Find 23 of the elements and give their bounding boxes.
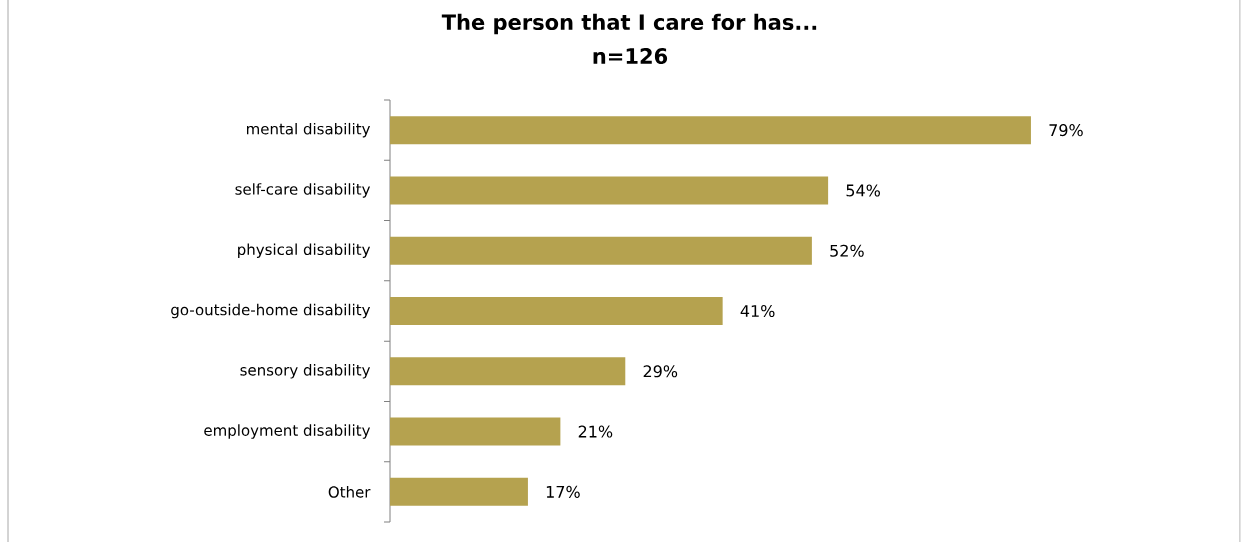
y-tick-label: self-care disability bbox=[235, 183, 371, 198]
data-label: 79% bbox=[1049, 124, 1083, 137]
bar bbox=[390, 297, 723, 326]
bar bbox=[390, 417, 561, 446]
bar bbox=[390, 176, 829, 205]
y-tick-label: Other bbox=[328, 486, 371, 498]
y-tick-label: sensory disability bbox=[240, 364, 371, 379]
bar bbox=[390, 357, 626, 386]
data-label: 21% bbox=[578, 425, 613, 438]
data-label: 29% bbox=[643, 365, 678, 378]
data-label: 52% bbox=[830, 244, 864, 257]
data-label: 17% bbox=[546, 485, 580, 498]
y-tick-label: employment disability bbox=[204, 424, 371, 439]
chart-title: The person that I care for has... bbox=[441, 13, 817, 35]
chart-subtitle: n=126 bbox=[593, 48, 668, 64]
data-label: 41% bbox=[740, 304, 775, 318]
bar bbox=[390, 236, 812, 265]
y-tick-label: go-outside-home disability bbox=[171, 303, 371, 319]
bar bbox=[390, 116, 1031, 145]
bar bbox=[390, 477, 528, 506]
y-tick-label: mental disability bbox=[247, 122, 371, 138]
data-label: 54% bbox=[846, 184, 880, 197]
y-tick-label: physical disability bbox=[238, 243, 371, 258]
